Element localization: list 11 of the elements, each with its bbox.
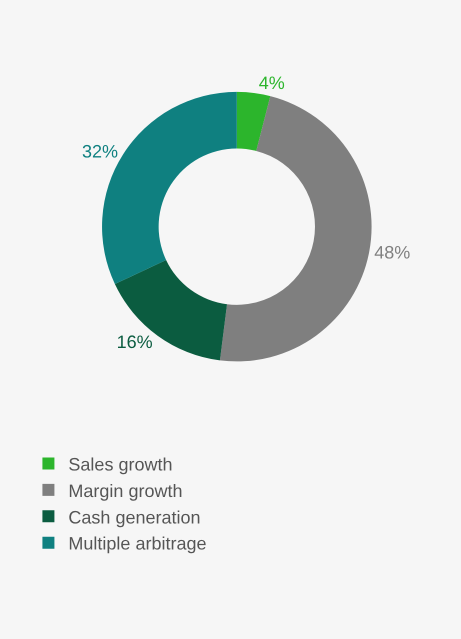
legend-label: Margin growth [68,480,182,501]
donut-slice [114,260,228,360]
data-label: 48% [374,242,410,262]
legend-label: Multiple arbitrage [68,534,206,554]
data-label: 4% [258,73,285,94]
data-label: 32% [82,142,118,162]
legend-label: Sales growth [68,454,172,475]
legend-label: Cash generation [68,507,201,528]
donut-slice [220,96,372,362]
data-label: 16% [116,332,153,352]
donut-slice [236,92,270,151]
